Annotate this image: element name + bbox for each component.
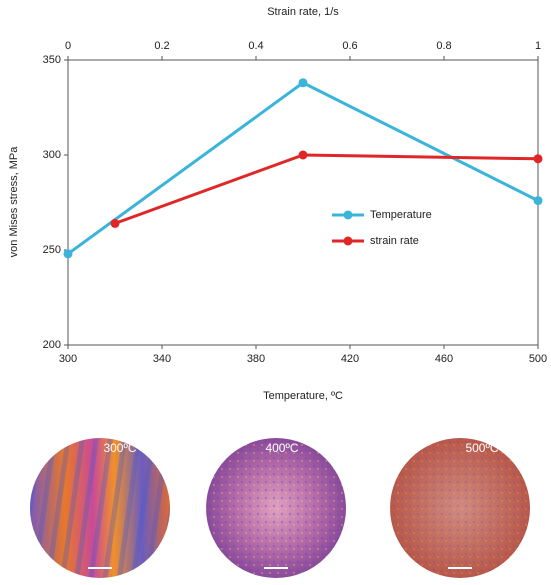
series-line <box>114 153 539 225</box>
x-tick-label: 340 <box>153 353 171 365</box>
data-point <box>298 78 308 88</box>
x-axis-title: Temperature, ºC <box>263 390 343 402</box>
y-tick-label: 350 <box>43 54 61 66</box>
data-point <box>110 218 120 228</box>
x-tick-label: 460 <box>435 353 453 365</box>
legend-label: strain rate <box>370 235 419 247</box>
x-tick-label: 500 <box>529 353 547 365</box>
legend-label: Temperature <box>370 209 432 221</box>
x-tick-label: 380 <box>247 353 265 365</box>
x2-tick-label: 0.2 <box>154 40 169 52</box>
y-tick-label: 250 <box>43 244 61 256</box>
legend-marker <box>343 236 353 246</box>
y-tick-label: 300 <box>43 149 61 161</box>
data-point <box>533 196 543 206</box>
x-tick-label: 300 <box>59 353 77 365</box>
x2-tick-label: 0.6 <box>342 40 357 52</box>
micrograph-texture <box>206 438 346 578</box>
micrograph-label: 400ºC <box>265 441 298 455</box>
data-point <box>533 154 543 164</box>
data-point <box>63 249 73 259</box>
y-axis-title: von Mises stress, MPa <box>8 146 20 258</box>
micrograph-texture <box>390 438 530 578</box>
series-line <box>67 81 539 256</box>
x2-tick-label: 0 <box>65 40 71 52</box>
x-tick-label: 420 <box>341 353 359 365</box>
data-point <box>298 150 308 160</box>
x2-tick-label: 0.4 <box>248 40 263 52</box>
micrograph-texture <box>30 438 170 578</box>
micrograph-label: 300ºC <box>103 441 136 455</box>
legend-marker <box>343 210 353 220</box>
x2-tick-label: 0.8 <box>436 40 451 52</box>
micrograph-label: 500ºC <box>465 441 498 455</box>
y-tick-label: 200 <box>43 339 61 351</box>
micrographs: 300ºC 400ºC 500ºC <box>30 438 530 578</box>
x2-tick-label: 1 <box>535 40 541 52</box>
x2-axis-title: Strain rate, 1/s <box>267 6 339 18</box>
